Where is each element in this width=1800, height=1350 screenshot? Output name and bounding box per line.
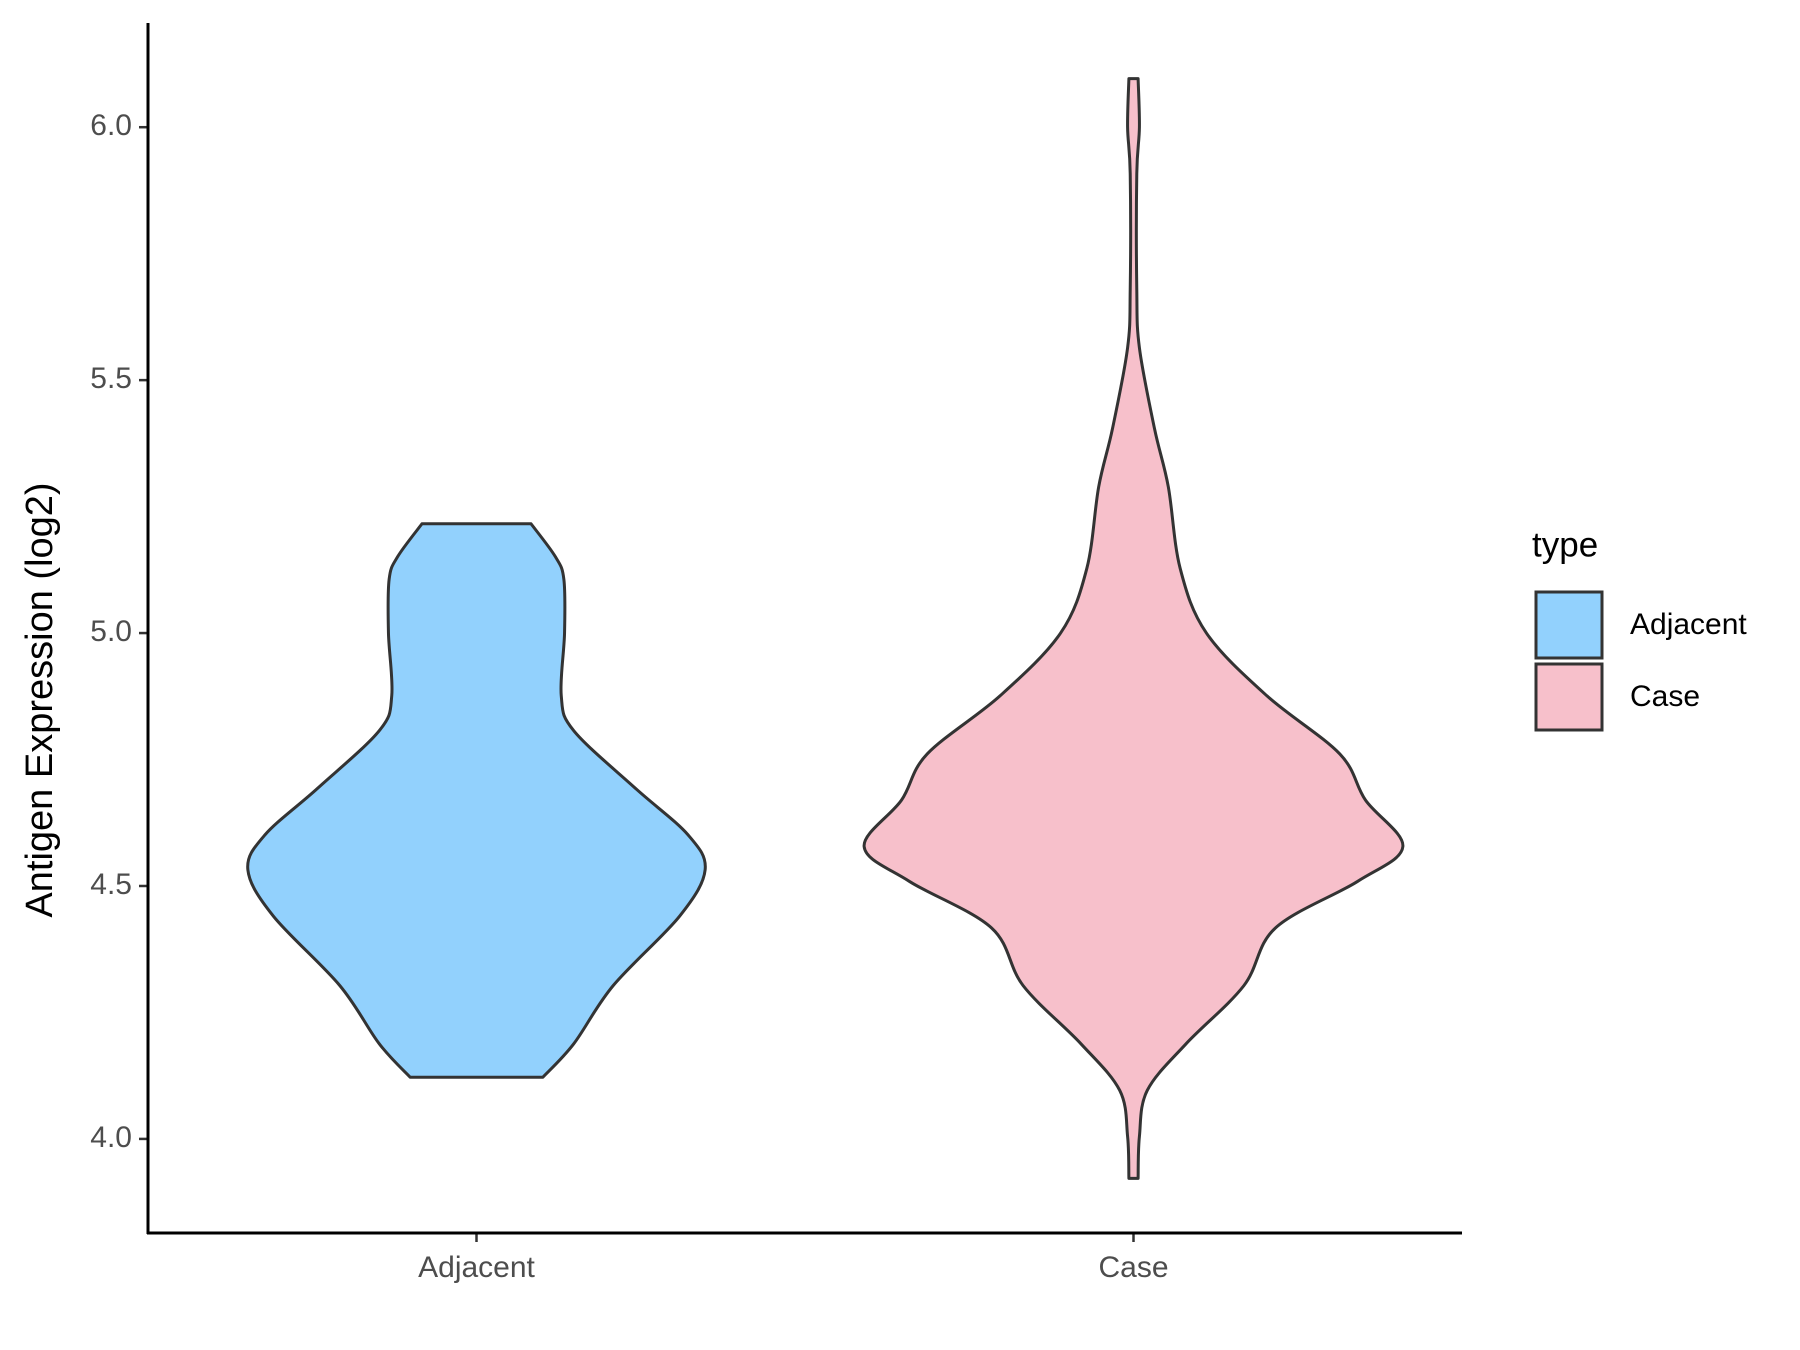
violin [246, 522, 707, 1079]
y-tick-label: 4.5 [90, 868, 132, 901]
x-tick-label: Adjacent [418, 1251, 535, 1284]
legend-label: Case [1630, 680, 1700, 713]
y-tick-label: 5.0 [90, 615, 132, 648]
y-axis-title: Antigen Expression (log2) [19, 482, 61, 917]
legend-key [1534, 590, 1604, 660]
y-tick-label: 5.5 [90, 362, 132, 395]
legend-label: Adjacent [1630, 608, 1747, 641]
y-tick-label: 6.0 [90, 109, 132, 142]
legend-title: type [1532, 525, 1598, 564]
y-tick-label: 4.0 [90, 1121, 132, 1154]
legend-key [1534, 662, 1604, 732]
x-tick-label: Case [1098, 1251, 1168, 1284]
violin [862, 77, 1405, 1180]
